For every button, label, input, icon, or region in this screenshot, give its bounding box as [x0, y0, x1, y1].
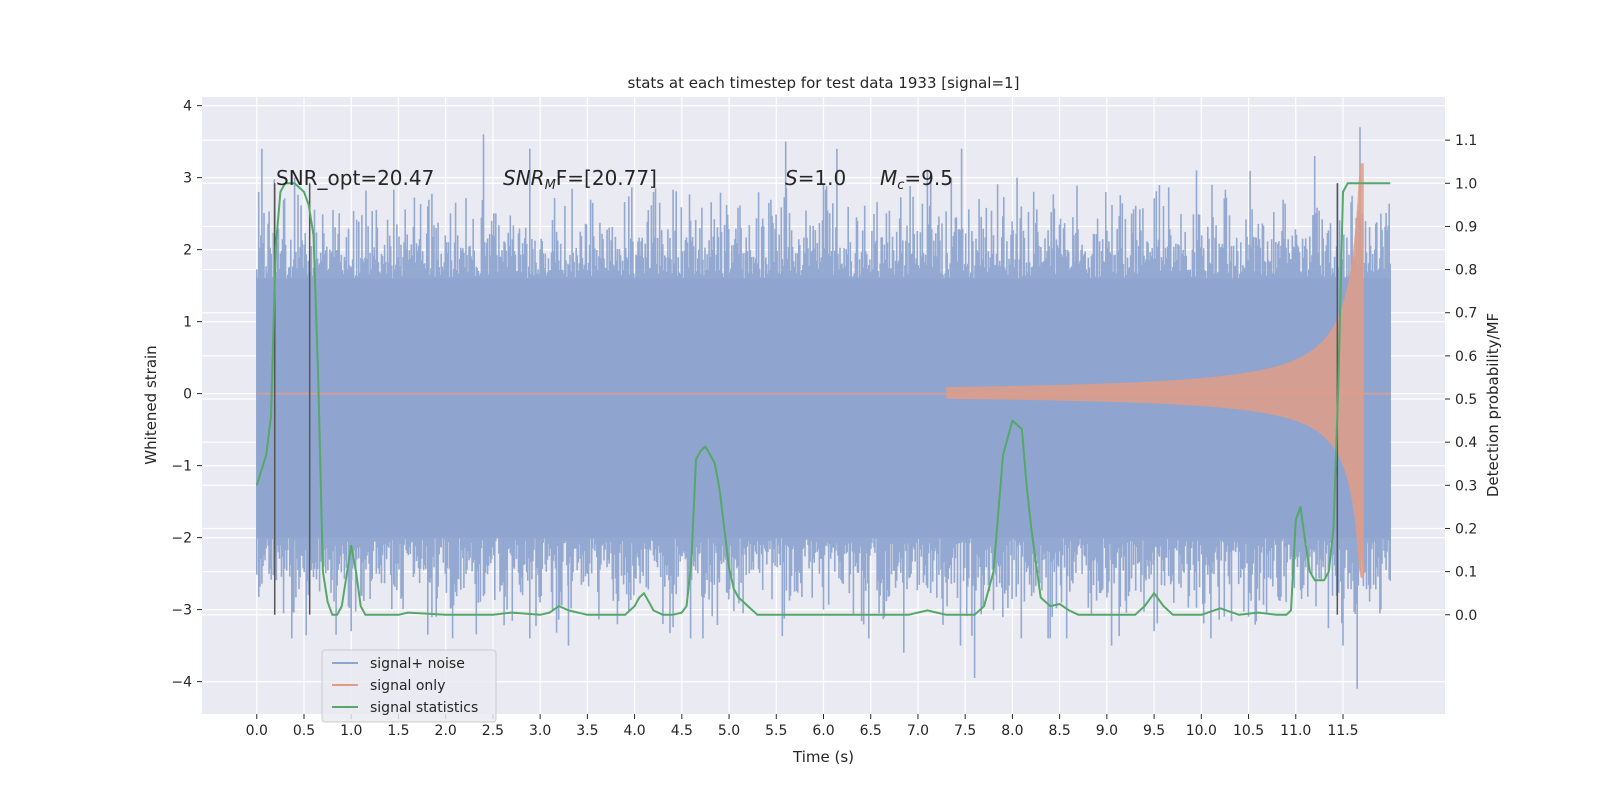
- y-tick-label: 0: [183, 387, 192, 403]
- x-tick-label: 9.5: [1143, 723, 1165, 739]
- y2-tick-label: 0.6: [1455, 349, 1477, 365]
- legend-box: [321, 649, 497, 723]
- y2-tick-label: 0.0: [1455, 608, 1477, 624]
- x-tick-label: 0.0: [246, 723, 268, 739]
- x-tick-label: 9.0: [1096, 723, 1118, 739]
- x-tick-label: 6.5: [860, 723, 882, 739]
- y2-tick-label: 0.3: [1455, 478, 1477, 494]
- y2-axis-ticks: 1.1 1.0 0.9 0.8 0.7 0.6 0.5 0.4 0.3 0.2 0.1 0.0: [1445, 133, 1477, 624]
- y-tick-label: −2: [171, 531, 192, 547]
- y2-tick-label: 0.9: [1455, 219, 1477, 235]
- x-tick-label: 11.5: [1327, 723, 1358, 739]
- x-tick-label: 10.0: [1186, 723, 1217, 739]
- x-tick-label: 6.0: [812, 723, 834, 739]
- annotation-snr-mf: SNRMF=[20.77]: [503, 166, 657, 193]
- chart-title: stats at each timestep for test data 193…: [628, 74, 1020, 92]
- legend: signal+ noise signal only signal statist…: [321, 649, 497, 723]
- legend-label-signal-statistics: signal statistics: [370, 700, 478, 716]
- y2-tick-label: 0.8: [1455, 263, 1477, 279]
- x-tick-label: 7.0: [907, 723, 929, 739]
- annotation-s: S=1.0: [785, 166, 846, 190]
- x-axis-ticks: 0.0 0.5 1.0 1.5 2.0 2.5 3.0 3.5 4.0 4.5 5.0 5.5 6.0 6…: [246, 714, 1359, 739]
- y2-tick-label: 0.7: [1455, 306, 1477, 322]
- signal-statistics-line: [255, 182, 1391, 616]
- x-tick-label: 7.5: [954, 723, 976, 739]
- signal-only-merger-tail: [1355, 465, 1365, 574]
- x-tick-label: 2.0: [435, 723, 457, 739]
- y-tick-label: 4: [183, 99, 192, 115]
- x-tick-label: 3.5: [576, 723, 598, 739]
- y-axis-ticks: 4 3 2 1 0 −1 −2 −3 −4: [171, 99, 202, 691]
- signal-statistics-series: [255, 182, 1391, 616]
- x-tick-label: 10.5: [1233, 723, 1264, 739]
- x-tick-label: 4.0: [623, 723, 645, 739]
- x-tick-label: 0.5: [293, 723, 315, 739]
- x-tick-label: 1.5: [387, 723, 409, 739]
- x-tick-label: 1.0: [340, 723, 362, 739]
- annotation-mc: Mc=9.5: [880, 166, 953, 193]
- y2-tick-label: 0.1: [1455, 565, 1477, 581]
- y2-tick-label: 0.4: [1455, 435, 1477, 451]
- y2-tick-label: 0.2: [1455, 521, 1477, 537]
- y-tick-label: 3: [183, 171, 192, 187]
- y2-tick-label: 1.1: [1455, 133, 1477, 149]
- y2-axis-label: Detection probability/MF: [1484, 313, 1502, 497]
- y-tick-label: −3: [171, 603, 192, 619]
- x-tick-label: 8.0: [1001, 723, 1023, 739]
- signal-noise-core: [256, 278, 1391, 538]
- x-axis-label: Time (s): [792, 748, 854, 766]
- signal-noise-series: [256, 127, 1391, 689]
- signal-only-series: [256, 163, 1391, 578]
- x-tick-label: 5.5: [765, 723, 787, 739]
- signal-only-chirp: [946, 163, 1364, 578]
- y2-tick-label: 0.5: [1455, 392, 1477, 408]
- legend-label-signal-noise: signal+ noise: [370, 656, 465, 672]
- y-tick-label: −4: [171, 675, 192, 691]
- x-tick-label: 3.0: [529, 723, 551, 739]
- y-axis-label: Whitened strain: [142, 345, 160, 464]
- x-tick-label: 5.0: [718, 723, 740, 739]
- x-tick-label: 8.5: [1048, 723, 1070, 739]
- y-tick-label: −1: [171, 459, 192, 475]
- y-tick-label: 2: [183, 243, 192, 259]
- annotation-snr-opt: SNR_opt=20.47: [276, 166, 434, 190]
- x-tick-label: 2.5: [482, 723, 504, 739]
- x-tick-label: 11.0: [1280, 723, 1311, 739]
- x-tick-label: 4.5: [671, 723, 693, 739]
- legend-label-signal-only: signal only: [370, 678, 445, 694]
- y2-tick-label: 1.0: [1455, 176, 1477, 192]
- y-tick-label: 1: [183, 315, 192, 331]
